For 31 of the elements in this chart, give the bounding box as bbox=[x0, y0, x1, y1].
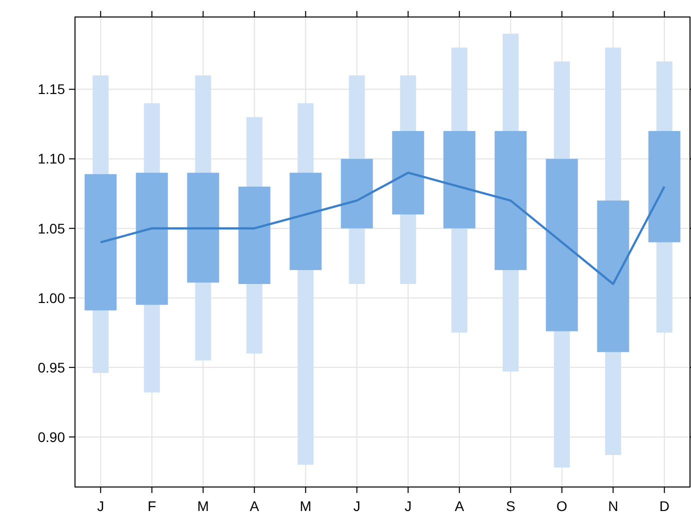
y-tick-label: 1.15 bbox=[38, 81, 66, 98]
x-tick-label: D bbox=[659, 498, 670, 514]
bar bbox=[494, 131, 527, 270]
bar bbox=[648, 131, 680, 242]
x-tick-label: J bbox=[97, 498, 104, 514]
x-tick-label: J bbox=[404, 498, 412, 514]
x-tick-label: J bbox=[353, 498, 360, 514]
bar bbox=[187, 172, 220, 283]
x-tick-label: N bbox=[608, 498, 618, 514]
x-tick-label: S bbox=[506, 498, 516, 514]
bar bbox=[340, 158, 373, 228]
y-tick-label: 0.90 bbox=[38, 428, 66, 445]
x-tick-label: F bbox=[148, 498, 156, 514]
x-tick-label: M bbox=[197, 498, 209, 514]
bar bbox=[290, 172, 322, 270]
bar bbox=[392, 131, 424, 214]
y-tick-label: 1.05 bbox=[38, 220, 66, 236]
bar bbox=[84, 174, 117, 310]
x-tick-label: A bbox=[454, 498, 465, 514]
bar bbox=[443, 131, 476, 228]
bar bbox=[238, 186, 270, 284]
bar bbox=[597, 200, 630, 352]
x-tick-label: O bbox=[556, 498, 568, 514]
x-tick-label: M bbox=[300, 498, 312, 514]
y-tick-label: 0.95 bbox=[38, 359, 66, 376]
y-tick-label: 1.10 bbox=[38, 150, 66, 167]
y-tick-label: 1.00 bbox=[38, 290, 66, 306]
bar bbox=[136, 172, 168, 305]
line-series bbox=[100, 172, 666, 286]
bar bbox=[546, 158, 578, 332]
x-tick-label: A bbox=[250, 498, 260, 514]
